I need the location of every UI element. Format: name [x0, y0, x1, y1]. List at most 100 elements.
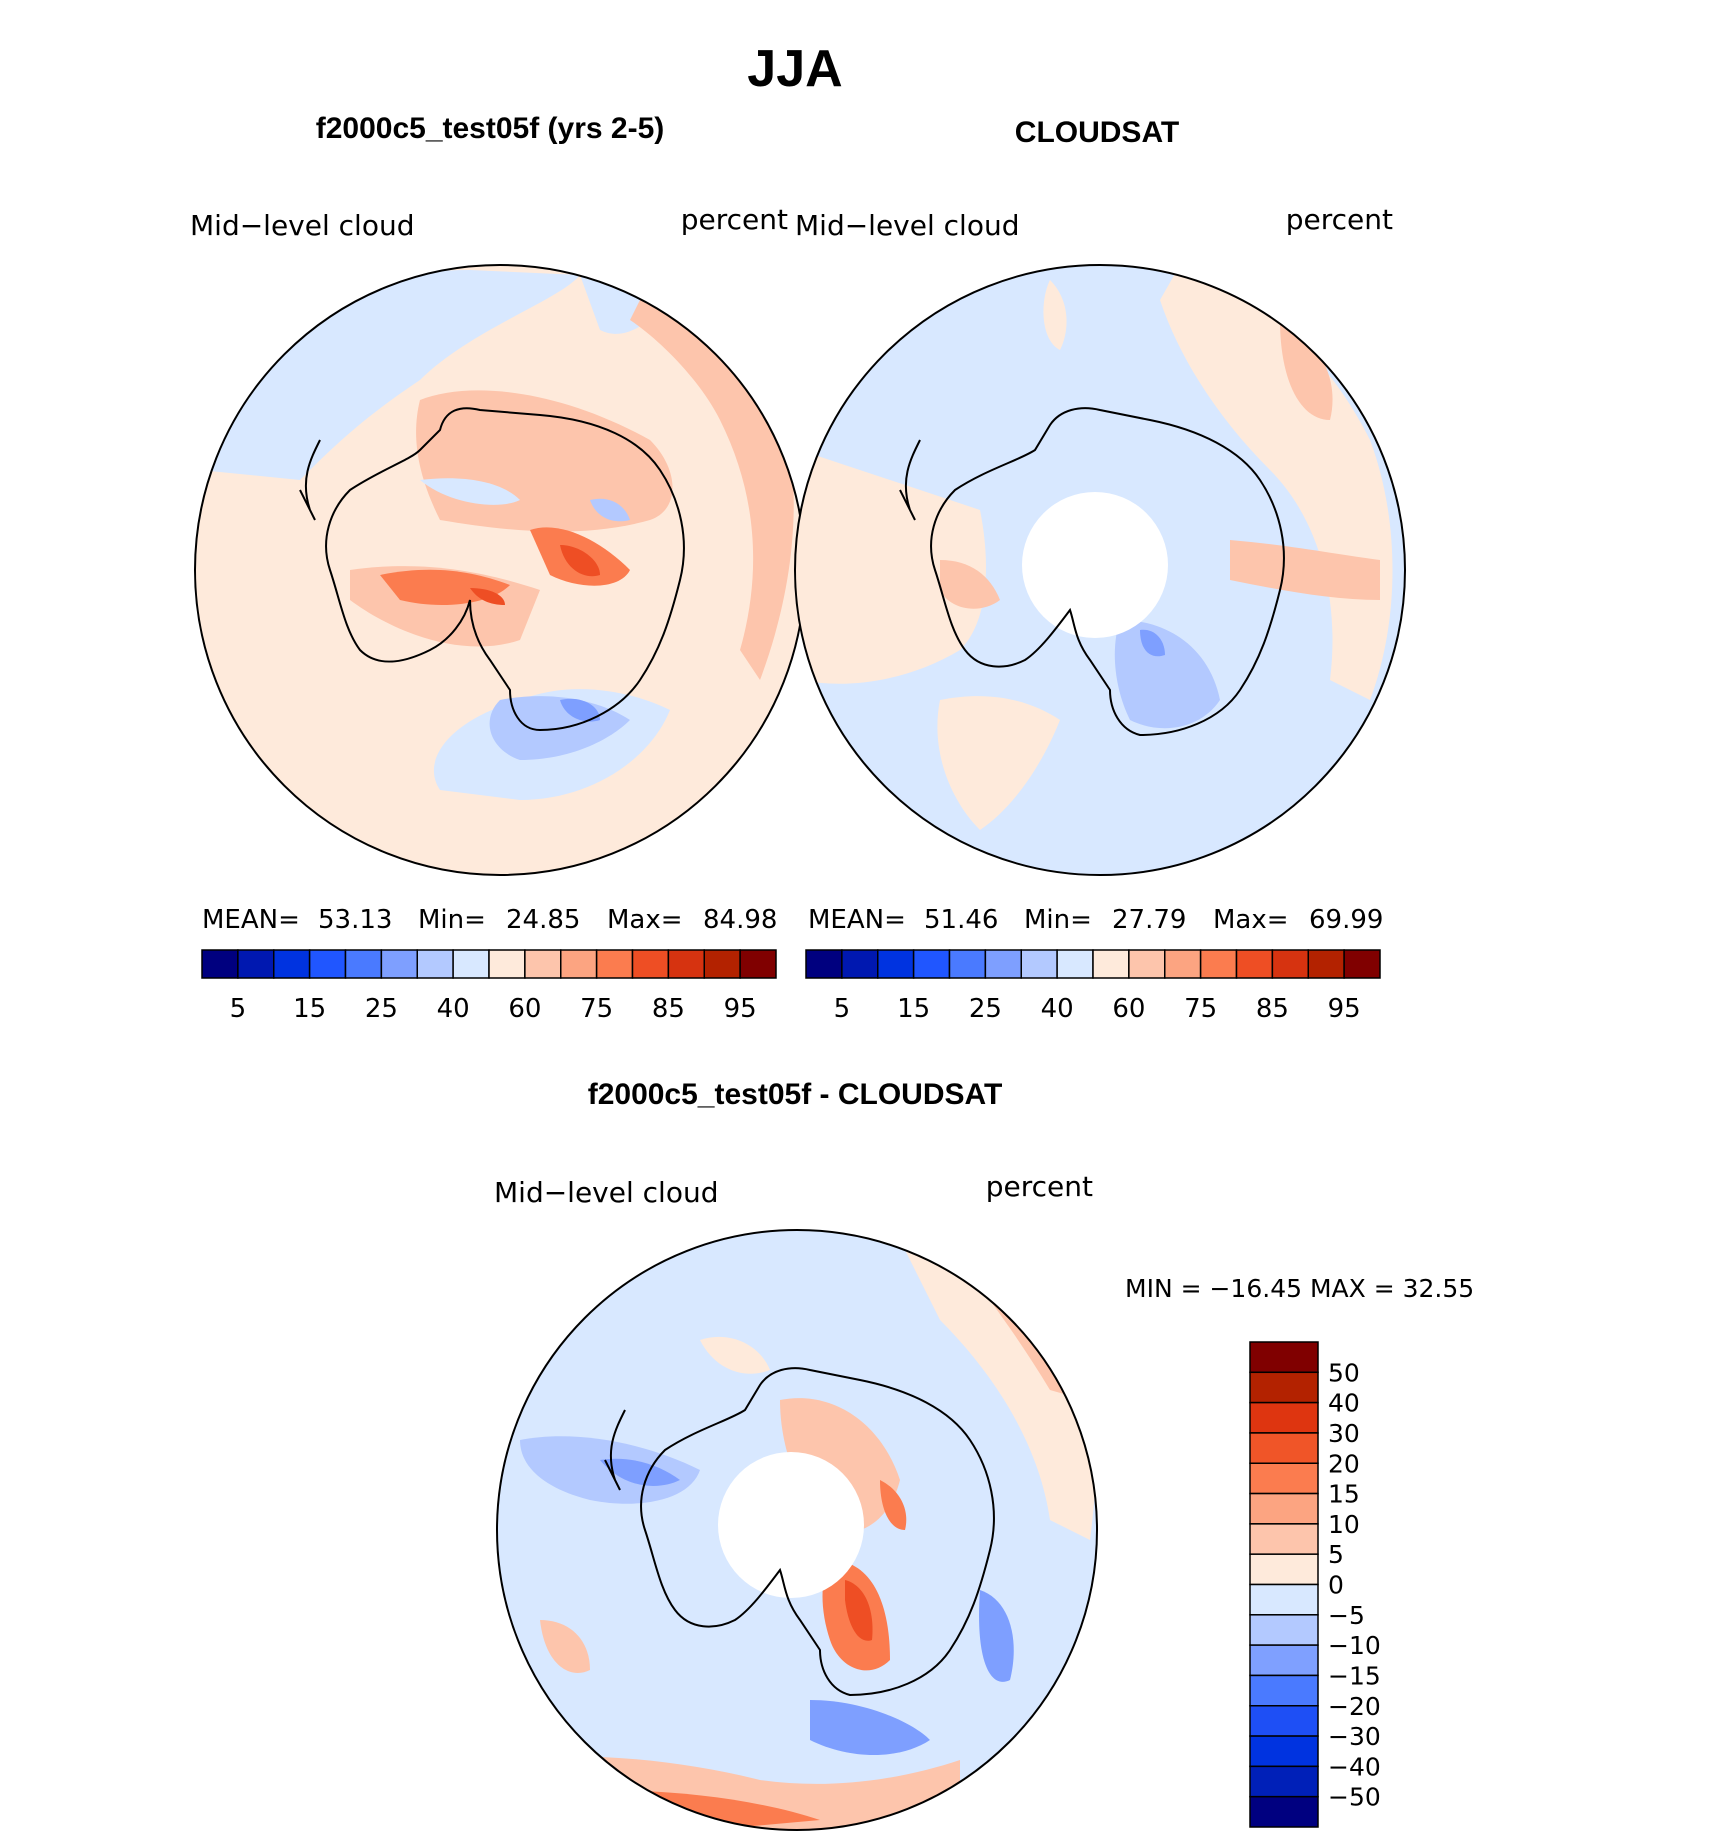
panel-1-colorbar-tick-label: 75 [580, 994, 613, 1024]
panel-2-colorbar-tick-label: 85 [1256, 994, 1289, 1024]
panel-1-colorbar-cell [560, 949, 598, 979]
panel-1-colorbar-tick-label: 25 [365, 994, 398, 1024]
diff-colorbar-cell [1249, 1371, 1319, 1404]
panel-2-colorbar-cell [1307, 949, 1345, 979]
diff-polar-map [496, 1229, 1098, 1831]
diff-colorbar-cell [1249, 1644, 1319, 1677]
diff-colorbar-cell [1249, 1795, 1319, 1828]
panel-1-colorbar-cell [344, 949, 383, 979]
diff-colorbar-cell [1249, 1765, 1319, 1798]
panel-1-max-value: 84.98 [703, 905, 777, 935]
panel-1-mean-value: 53.13 [318, 905, 392, 935]
panel-2-colorbar-cell [1271, 949, 1309, 979]
diff-colorbar-tick-label: 5 [1328, 1540, 1344, 1569]
panel-1-max-label: Max= [607, 905, 683, 935]
panel-1-colorbar-cell [739, 949, 777, 979]
panel-2-colorbar-tick-label: 25 [969, 994, 1002, 1024]
panel-2-colorbar-cell [1343, 949, 1381, 979]
diff-colorbar-tick-label: 15 [1328, 1480, 1360, 1509]
diff-colorbar-tick-label: 10 [1328, 1510, 1360, 1539]
diff-colorbar-cell [1249, 1432, 1319, 1464]
diff-colorbar-tick-label: −5 [1328, 1601, 1365, 1630]
panel-2-units-label: percent [1286, 203, 1393, 236]
panel-2-mean-label: MEAN= [808, 905, 906, 935]
panel-2-colorbar-cell [877, 949, 915, 979]
panel-1-colorbar-tick-label: 60 [508, 994, 541, 1024]
diff-colorbar-tick-label: −50 [1328, 1783, 1381, 1812]
diff-colorbar-cell [1249, 1735, 1319, 1768]
diff-panel-title: f2000c5_test05f - CLOUDSAT [588, 1078, 1003, 1111]
diff-colorbar-tick-label: −30 [1328, 1722, 1381, 1751]
panel-1-min-label: Min= [418, 905, 486, 935]
panel-1-colorbar-cell [237, 949, 275, 979]
diff-colorbar-cell [1249, 1583, 1319, 1616]
panel-2-colorbar-tick-label: 95 [1328, 994, 1361, 1024]
panel-1-colorbar-tick-label: 95 [724, 994, 757, 1024]
panel-2-colorbar-tick-label: 60 [1112, 994, 1145, 1024]
diff-colorbar-tick-label: −10 [1328, 1631, 1381, 1660]
panel-2-min-label: Min= [1024, 905, 1092, 935]
panel-2-max-label: Max= [1213, 905, 1289, 935]
diff-colorbar-cell [1249, 1492, 1319, 1525]
panel-2-colorbar-tick-label: 75 [1184, 994, 1217, 1024]
panel-1-colorbar-cell [631, 949, 670, 979]
panel-2-polar-map [794, 264, 1406, 876]
panel-1-title: f2000c5_test05f (yrs 2-5) [316, 112, 665, 145]
panel-2-stats: MEAN= 51.46 Min= 27.79 Max= 69.99 [808, 905, 1383, 935]
diff-colorbar-tick-label: −20 [1328, 1692, 1381, 1721]
diff-colorbar-tick-label: 40 [1328, 1389, 1360, 1418]
panel-2-colorbar-cell [841, 949, 879, 979]
panel-1-colorbar-cell [201, 949, 239, 979]
diff-colorbar-cell [1249, 1705, 1319, 1737]
panel-1-mean-label: MEAN= [202, 905, 300, 935]
panel-1-colorbar-cell [667, 949, 705, 979]
diff-colorbar-cell [1249, 1553, 1319, 1586]
diff-colorbar-tick-label: 50 [1328, 1358, 1360, 1387]
diff-colorbar-cell [1249, 1341, 1319, 1374]
diff-colorbar-tick-label: 20 [1328, 1449, 1360, 1478]
diff-colorbar-cell [1249, 1462, 1319, 1495]
diff-colorbar-tick-label: −15 [1328, 1661, 1381, 1690]
panel-1-min-value: 24.85 [506, 905, 580, 935]
panel-2-colorbar-cell [1056, 949, 1094, 979]
panel-1-polar-map [194, 264, 806, 876]
diff-colorbar-cell [1249, 1674, 1319, 1707]
panel-2-colorbar-tick-label: 5 [834, 994, 851, 1024]
panel-1-colorbar-tick-label: 5 [230, 994, 247, 1024]
panel-1-colorbar-tick-label: 40 [437, 994, 470, 1024]
diff-colorbar-cell [1249, 1523, 1319, 1555]
diff-colorbar-tick-label: 0 [1328, 1571, 1344, 1600]
panel-2-colorbar-cell [912, 949, 951, 979]
panel-1-colorbar-cell [273, 949, 311, 979]
panel-1-colorbar-cell [595, 949, 634, 979]
panel-2-colorbar-tick-label: 15 [897, 994, 930, 1024]
panel-1-colorbar-tick-label: 85 [652, 994, 685, 1024]
panel-2-colorbar-cell [1092, 949, 1130, 979]
panel-2-colorbar-cell [1199, 949, 1238, 979]
diff-colorbar-cell [1249, 1401, 1319, 1434]
panel-2-colorbar-cell [948, 949, 987, 979]
panel-1-colorbar-cell [703, 949, 741, 979]
diff-panel-units-label: percent [986, 1170, 1093, 1203]
panel-1-variable-label: Mid−level cloud [190, 209, 414, 242]
diff-colorbar-tick-label: 30 [1328, 1419, 1360, 1448]
panel-1-colorbar-cell [416, 949, 454, 979]
panel-1-colorbar-cell [308, 949, 347, 979]
panel-1-colorbar-cell [524, 949, 562, 979]
diff-panel-variable-label: Mid−level cloud [494, 1176, 718, 1209]
panel-2-max-value: 69.99 [1309, 905, 1383, 935]
diff-colorbar-tick-label: −40 [1328, 1752, 1381, 1781]
panel-2-colorbar-cell [1020, 949, 1058, 979]
panel-1-colorbar-cell [380, 949, 418, 979]
panel-2-colorbar-cell [1128, 949, 1166, 979]
panel-2-colorbar-cell [984, 949, 1022, 979]
panel-2-colorbar-cell [1235, 949, 1274, 979]
panel-2-colorbar-cell [805, 949, 843, 979]
page-title: JJA [747, 40, 842, 98]
diff-panel-min-max: MIN = −16.45 MAX = 32.55 [1125, 1274, 1474, 1303]
panel-1-colorbar: 5 15 25 40 60 75 85 95 [201, 949, 777, 1024]
panel-2-colorbar: 5 15 25 40 60 75 85 95 [805, 949, 1381, 1024]
panel-2-min-value: 27.79 [1112, 905, 1186, 935]
